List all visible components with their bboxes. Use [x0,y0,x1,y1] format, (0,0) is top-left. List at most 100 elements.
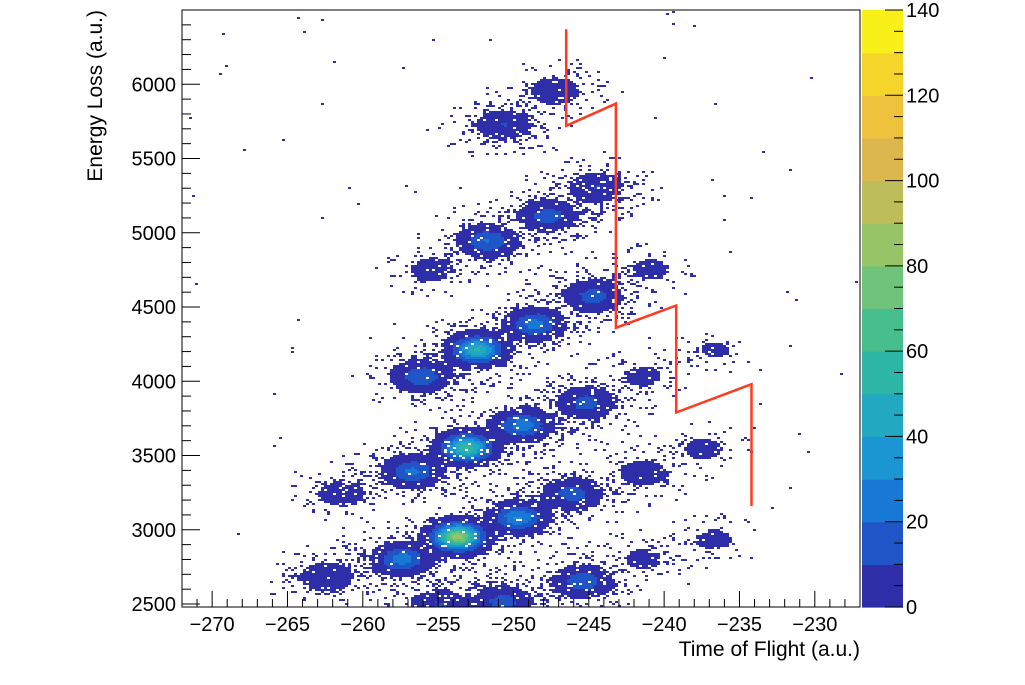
heat-cell [597,289,600,291]
heat-cell [465,239,468,241]
heat-cell [429,427,432,429]
heat-cell [567,223,570,225]
heat-cell [576,195,579,197]
heat-cell [585,285,588,287]
heat-cell [516,419,519,421]
heat-cell [483,235,486,237]
heat-cell [495,121,498,123]
heat-cell [492,259,495,261]
heat-cell [480,239,483,241]
heat-cell [522,209,525,211]
heat-cell [711,441,714,443]
heat-cell [492,121,495,123]
heat-cell [459,249,462,251]
heat-cell [459,363,462,365]
heat-cell [525,313,528,315]
heat-cell [507,431,510,433]
heat-cell [609,393,612,395]
heat-cell [489,121,492,123]
heat-cell [540,265,543,267]
heat-cell [498,217,501,219]
heat-cell [576,215,579,217]
heat-cell [513,247,516,249]
heat-cell [567,417,570,419]
heat-cell [504,245,507,247]
heat-cell [501,327,504,329]
heat-cell [522,337,525,339]
heat-cell [606,301,609,303]
heat-cell [465,435,468,437]
heat-cell [534,321,537,323]
heat-cell [540,213,543,215]
heat-cell [624,181,627,183]
heat-cell [507,133,510,135]
heat-cell [603,291,606,293]
heat-cell [486,391,489,393]
heat-cell [534,241,537,243]
heat-cell [600,207,603,209]
heat-cell [390,275,393,277]
heat-cell [588,403,591,405]
heat-cell [648,367,651,369]
heat-cell [600,427,603,429]
heat-cell [555,343,558,345]
heat-cell [423,449,426,451]
heat-cell [489,257,492,259]
heat-cell [576,275,579,277]
heat-cell [591,217,594,219]
heat-cell [648,269,651,271]
heat-cell [378,383,381,385]
heat-cell [549,213,552,215]
heat-cell [600,303,603,305]
heat-cell [498,343,501,345]
heat-cell [570,81,573,83]
heat-cell [576,233,579,235]
heat-cell [522,313,525,315]
heat-cell [504,343,507,345]
heat-cell [582,281,585,283]
heat-cell [525,175,528,177]
heat-cell [588,301,591,303]
heat-cell [528,335,531,337]
heat-cell [453,269,456,271]
heat-cell [582,93,585,95]
heat-cell [393,383,396,385]
heat-cell [561,443,564,445]
heat-cell [549,101,552,103]
heat-cell [588,329,591,331]
heat-cell [450,437,453,439]
heat-cell [597,313,600,315]
heat-cell [558,101,561,103]
heat-cell [603,395,606,397]
heat-cell [552,309,555,311]
heat-cell [420,369,423,371]
heat-cell [489,255,492,257]
heat-cell [417,363,420,365]
heat-cell [672,11,675,13]
heat-cell [684,439,687,441]
heat-cell [594,405,597,407]
heat-cell [618,293,621,295]
heat-cell [510,383,513,385]
heat-cell [444,351,447,353]
heat-cell [525,409,528,411]
heat-cell [810,77,813,79]
heat-cell [576,93,579,95]
heat-cell [543,437,546,439]
heat-cell [663,359,666,361]
heat-cell [465,265,468,267]
heat-cell [537,191,540,193]
heat-cell [561,397,564,399]
heat-cell [594,307,597,309]
heat-cell [549,315,552,317]
heat-cell [627,249,630,251]
heat-cell [540,231,543,233]
heat-cell [471,309,474,311]
heat-cell [486,353,489,355]
heat-cell [462,377,465,379]
heat-cell [282,139,285,141]
heat-cell [480,249,483,251]
heat-cell [435,443,438,445]
heat-cell [549,243,552,245]
heat-cell [636,193,639,195]
